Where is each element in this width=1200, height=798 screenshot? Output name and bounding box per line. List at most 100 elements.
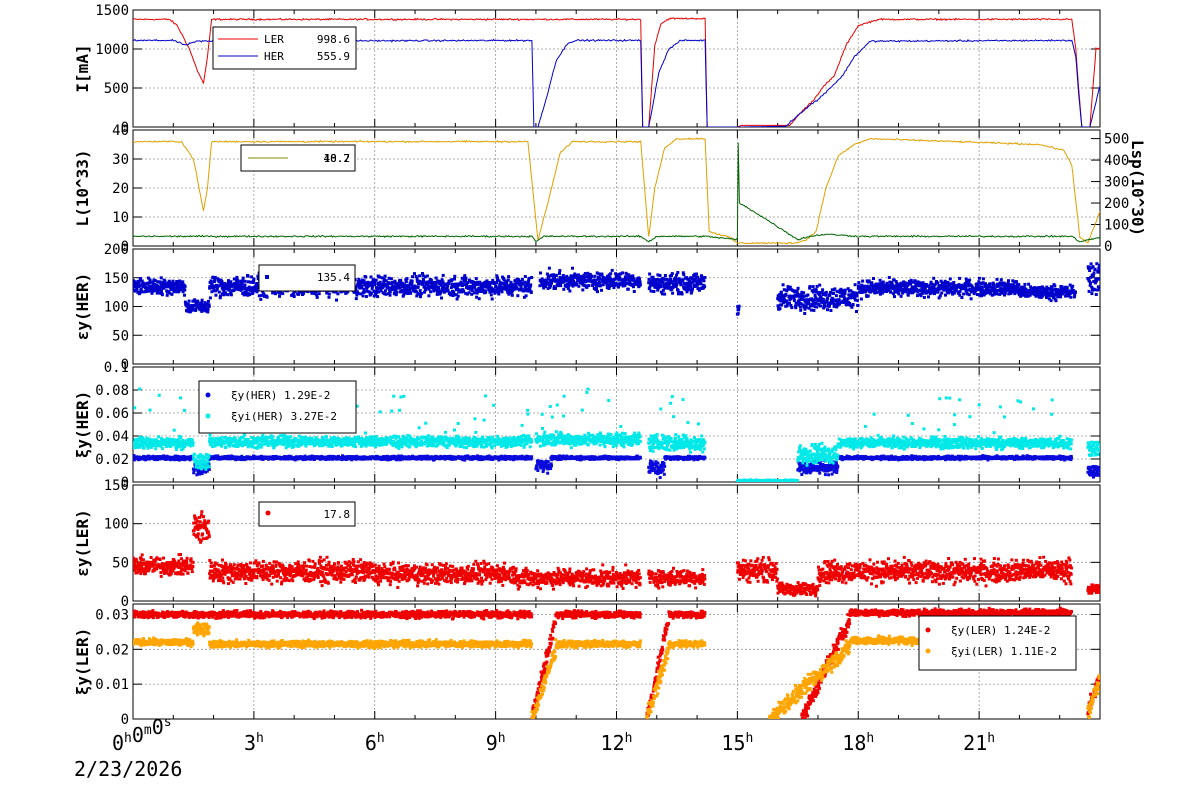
data-point [594, 286, 598, 290]
data-point [658, 278, 662, 282]
data-point [382, 455, 386, 459]
data-point [1090, 292, 1094, 296]
data-point [904, 290, 908, 294]
data-point [958, 289, 962, 293]
data-point [778, 292, 782, 296]
data-point [811, 299, 815, 303]
data-point [425, 274, 429, 278]
series-line-ler [133, 17, 1100, 127]
data-point [139, 277, 142, 280]
data-point [979, 292, 983, 295]
data-point [410, 281, 414, 285]
data-point [221, 281, 225, 285]
data-point [1045, 289, 1049, 293]
data-point [842, 296, 846, 300]
data-point [600, 273, 604, 277]
data-point [581, 280, 585, 284]
data-point [356, 280, 360, 284]
data-point [689, 284, 692, 288]
data-point [799, 308, 803, 312]
data-point [656, 273, 660, 277]
data-point [606, 274, 610, 278]
y-tick-label: 10 [112, 210, 129, 226]
data-point [415, 294, 419, 298]
y-axis-label: I[mA] [73, 44, 92, 92]
data-point [432, 280, 436, 284]
data-point [946, 286, 950, 290]
data-point [686, 277, 690, 281]
data-point [360, 286, 363, 290]
data-point [1000, 289, 1004, 293]
data-point [1012, 283, 1016, 287]
data-point [619, 272, 623, 276]
data-point [950, 286, 954, 290]
data-point [190, 303, 194, 307]
data-point [577, 284, 581, 288]
data-point [293, 458, 297, 462]
data-point [614, 272, 618, 276]
data-point [698, 287, 702, 291]
data-point [565, 274, 569, 278]
data-point [597, 272, 601, 276]
data-point [790, 306, 794, 310]
data-point [502, 278, 506, 282]
data-point [539, 271, 542, 275]
data-point [682, 273, 686, 277]
data-point [652, 290, 656, 293]
data-point [1014, 290, 1018, 294]
legend-value: 998.6 [317, 33, 350, 46]
data-point [868, 286, 872, 290]
data-point [1011, 285, 1015, 289]
data-point [972, 292, 976, 296]
data-point [906, 293, 910, 297]
data-point [895, 281, 899, 285]
data-point [325, 291, 329, 295]
y-tick-label: 50 [112, 328, 129, 344]
data-point [606, 279, 610, 283]
data-point [1095, 288, 1099, 292]
data-point [1073, 293, 1077, 297]
data-point [573, 272, 577, 276]
data-point [144, 290, 148, 293]
data-point [417, 292, 421, 296]
data-point [354, 297, 358, 301]
data-point [661, 280, 665, 284]
data-point [612, 279, 616, 283]
y-axis-label: L(10^33) [73, 149, 92, 226]
data-point [410, 279, 414, 283]
data-point [196, 468, 200, 472]
data-point [835, 290, 839, 294]
data-point [849, 289, 853, 293]
data-point [810, 297, 814, 301]
data-point [901, 287, 905, 291]
data-point [605, 283, 609, 287]
data-point [942, 288, 946, 292]
data-point [207, 304, 211, 308]
y-tick-label: 1000 [95, 42, 129, 58]
data-point [659, 283, 663, 287]
data-point [819, 304, 822, 308]
data-point [373, 281, 376, 285]
data-point [625, 278, 629, 282]
data-point [1089, 281, 1092, 285]
data-point [694, 284, 698, 288]
data-point [1087, 289, 1091, 293]
data-point [181, 280, 185, 284]
data-point [422, 280, 426, 284]
data-point [379, 289, 383, 293]
data-point [615, 275, 619, 278]
data-point [894, 284, 898, 288]
data-point [841, 292, 845, 296]
data-point [737, 304, 741, 308]
data-point [274, 292, 277, 296]
data-point [695, 282, 699, 286]
data-point [512, 287, 516, 291]
data-point [375, 290, 379, 294]
data-point [260, 293, 264, 297]
data-point [300, 290, 304, 294]
data-point [1086, 277, 1090, 280]
data-point [1048, 287, 1052, 291]
data-point [209, 286, 213, 290]
data-point [428, 281, 432, 285]
